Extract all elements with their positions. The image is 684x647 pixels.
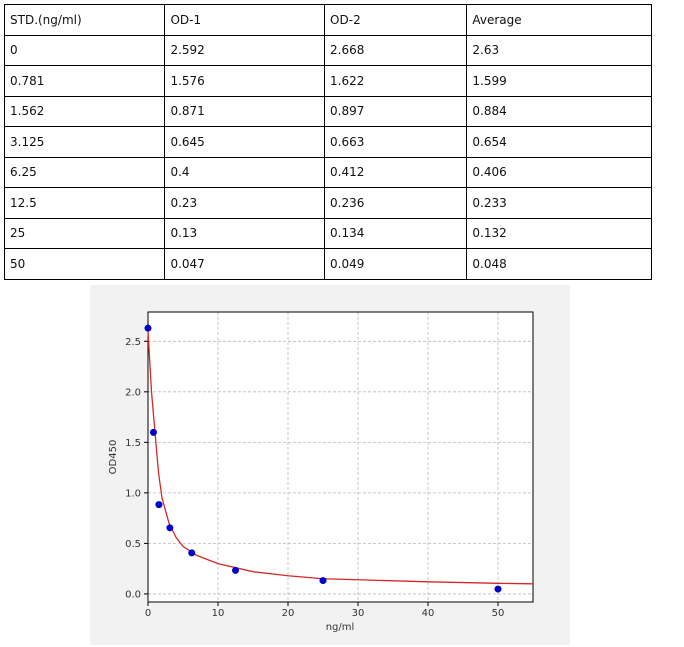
data-table: STD.(ng/ml) OD-1 OD-2 Average 0 2.592 2.668 2.6… (3, 4, 652, 280)
data-point (149, 428, 157, 436)
table-cell: 0.049 (324, 248, 468, 280)
table-row: 0 2.592 2.668 2.63 (3, 34, 652, 66)
table-row: STD.(ng/ml) OD-1 OD-2 Average (3, 4, 652, 36)
table-cell: 1.622 (324, 65, 468, 97)
y-tick-label: 0.0 (125, 589, 141, 600)
y-tick-label: 2.5 (125, 337, 141, 348)
table-row: 3.125 0.645 0.663 0.654 (3, 126, 652, 158)
y-tick-label: 1.0 (125, 488, 141, 499)
data-point (232, 566, 239, 574)
table-cell: 2.592 (164, 34, 326, 66)
table-cell: 0 (3, 34, 166, 66)
table-cell: 0.897 (324, 95, 468, 127)
x-tick-label: 0 (145, 608, 151, 619)
table-cell: 2.668 (324, 34, 468, 66)
table-cell: 0.134 (324, 217, 468, 249)
table-cell: 0.781 (3, 65, 166, 97)
plot-frame (147, 311, 534, 603)
table-cell: 0.871 (164, 95, 326, 127)
x-tick-label: 50 (492, 608, 505, 619)
table-cell: 2.63 (466, 34, 652, 66)
table-cell: STD.(ng/ml) (3, 4, 166, 36)
table-cell: 1.562 (3, 95, 166, 127)
table-row: 1.562 0.871 0.897 0.884 (3, 95, 652, 127)
table-cell: 25 (3, 217, 166, 249)
table-cell: 1.599 (466, 65, 652, 97)
x-tick-label: 10 (212, 608, 225, 619)
table-cell: 0.047 (164, 248, 326, 280)
table-row: 25 0.13 0.134 0.132 (3, 217, 652, 249)
x-tick-label: 40 (422, 608, 435, 619)
table-cell: 0.236 (324, 187, 468, 219)
table-cell: 0.884 (466, 95, 652, 127)
data-point (494, 585, 502, 593)
y-tick-label: 2.0 (125, 387, 141, 398)
table-cell: 0.406 (466, 156, 652, 188)
table-cell: 1.576 (164, 65, 326, 97)
plot-area (148, 312, 533, 602)
data-point (166, 524, 174, 532)
x-tick-label: 20 (282, 608, 295, 619)
y-tick-label: 0.5 (125, 539, 141, 550)
y-tick-label: 1.5 (125, 438, 141, 449)
fit-curve (147, 331, 534, 585)
data-point (319, 577, 327, 585)
table-row: 0.781 1.576 1.622 1.599 (3, 65, 652, 97)
table-cell: 0.645 (164, 126, 326, 158)
table-cell: 50 (3, 248, 166, 280)
table-cell: OD-1 (164, 4, 326, 36)
x-tick-label: 30 (352, 608, 365, 619)
table-cell: 0.13 (164, 217, 326, 249)
table-cell: 0.4 (164, 156, 326, 188)
y-axis-label: OD450 (108, 440, 119, 475)
data-point (155, 501, 163, 509)
data-point (188, 549, 196, 557)
table-cell: Average (466, 4, 652, 36)
data-point (144, 324, 152, 332)
table-cell: 0.048 (466, 248, 652, 280)
x-axis-label: ng/ml (326, 622, 355, 633)
table-cell: 0.663 (324, 126, 468, 158)
table-row: 50 0.047 0.049 0.048 (3, 248, 652, 280)
